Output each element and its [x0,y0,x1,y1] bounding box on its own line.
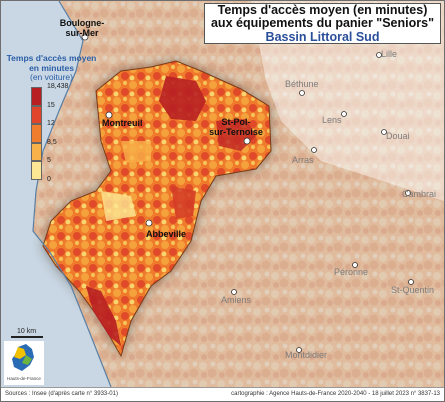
hotspot-high [171,186,196,219]
label-stquentin: St-Quentin [391,285,435,295]
city-point-stquentin [408,279,414,285]
footer-credit: cartographie : Agence Hauts-de-France 20… [231,391,440,397]
logo-map-icon [12,344,34,371]
legend-title: Temps d'accès moyen en minutes (en voitu… [4,53,99,83]
city-point-douai [381,129,387,135]
legend-tick-label: 12 [47,120,55,127]
legend-tick-label: 15 [47,101,55,109]
map-subtitle: Bassin Littoral Sud [265,30,380,44]
hotspot-high [86,286,121,346]
accessibility-map [1,1,444,387]
legend-swatch [31,87,42,106]
label-abbeville: Abbeville [146,229,187,239]
map-title-line1: Temps d'accès moyen (en minutes) [217,3,428,17]
label-lille: Lille [381,49,398,59]
map-title-box: Temps d'accès moyen (en minutes) aux équ… [204,3,441,44]
city-point-montdidier [296,347,302,353]
city-point-peronne [352,262,358,268]
city-point-lens [341,111,347,117]
coastline [32,1,112,387]
label-peronne: Péronne [334,267,369,277]
legend-title-main: Temps d'accès moyen [6,53,97,63]
footer: Sources : Insee (d'après carte n° 3933-0… [1,387,444,401]
city-point-amiens [231,289,237,295]
land-lighter-north [251,1,444,201]
label-boulogne-line2: sur-Mer [65,28,99,38]
label-stpol: St-Pol- sur-Ternoise [206,117,266,137]
label-boulogne-line1: Boulogne- [59,18,105,28]
city-point-montreuil [105,111,113,119]
hotspot-low [121,141,151,163]
region-logo: Hauts-de-France [4,341,44,385]
legend-tick-label: 18,438 [47,83,69,90]
legend-tick-label: 5 [47,157,51,164]
label-arras: Arras [292,155,314,165]
logo-text: Hauts-de-France [7,376,41,381]
label-cambrai: Cambrai [402,189,437,199]
city-markers [81,33,414,353]
legend-swatch [31,161,42,180]
hotspot-low [101,191,136,221]
legend-swatch [31,124,42,143]
study-area-polygon [42,60,272,358]
city-point-boulogne [81,33,89,41]
label-montdidier: Montdidier [285,350,328,360]
legend-tick-label: 0 [47,175,51,183]
footer-source: Sources : Insee (d'après carte n° 3933-0… [5,391,118,397]
map-title-line2: aux équipements du panier "Seniors" [210,16,435,30]
legend-title-mode: (en voiture) [30,72,73,82]
label-amiens: Amiens [221,295,252,305]
scale-bar [11,336,43,338]
label-stpol-line2: sur-Ternoise [209,127,263,137]
label-bethune: Béthune [285,79,319,89]
hotspot-high [159,76,206,121]
city-point-bethune [299,90,305,96]
city-point-lille [376,52,382,58]
label-boulogne: Boulogne- sur-Mer [53,18,111,38]
label-montreuil: Montreuil [102,118,143,128]
legend-swatch [31,105,42,124]
label-stpol-line1: St-Pol- [221,117,251,127]
city-point-stpol [243,137,251,145]
city-point-abbeville [145,219,153,227]
label-lens: Lens [322,115,342,125]
city-point-arras [311,147,317,153]
legend-swatch [31,142,42,161]
label-douai: Douai [386,131,410,141]
city-point-cambrai [405,190,411,196]
scale-label: 10 km [17,328,37,335]
legend-tick-label: 8,5 [47,138,57,146]
legend-title-unit: en minutes [29,62,74,73]
